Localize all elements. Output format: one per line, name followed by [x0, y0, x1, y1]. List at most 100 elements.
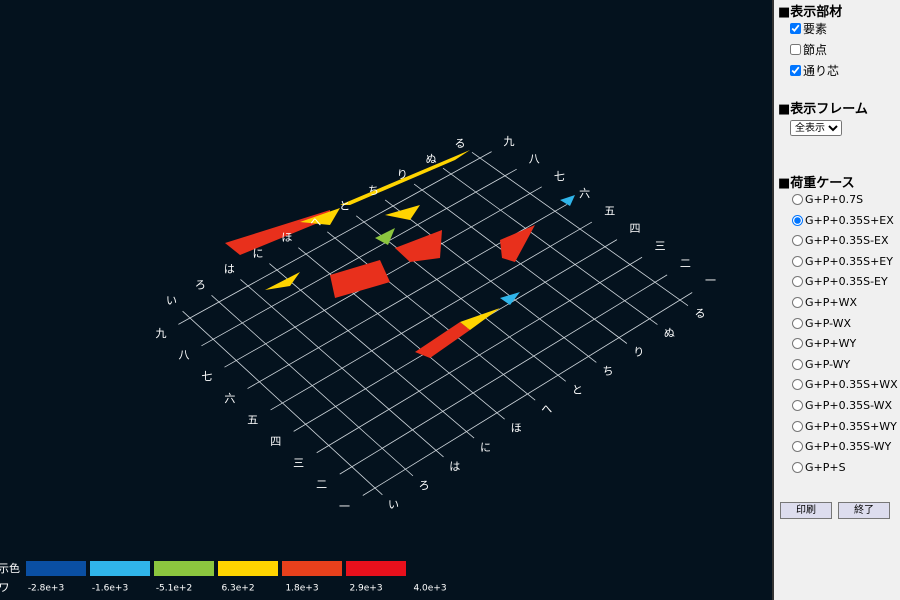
grid-label: 八: [529, 152, 540, 165]
radio[interactable]: [792, 358, 803, 370]
load-case: G+P+0.35S+EX: [792, 214, 894, 227]
grid-label: ぬ: [426, 153, 437, 166]
grid-label: り: [397, 168, 408, 181]
legend-value: -1.6e+3: [92, 584, 128, 594]
grid-label: と: [572, 384, 583, 397]
load-case: G+P+0.7S: [792, 193, 863, 206]
grid-label: 五: [604, 205, 615, 218]
grid-label: へ: [310, 215, 321, 228]
grid-label: ち: [603, 364, 614, 377]
member-option: 要素: [790, 20, 827, 37]
load-case: G+P+0.35S+WX: [792, 378, 898, 391]
load-case: G+P+0.35S-EY: [792, 275, 888, 288]
grid-label: ほ: [511, 422, 522, 435]
diagram: [395, 230, 442, 262]
frame-select-row: 全表示: [790, 120, 842, 136]
member-option: 節点: [790, 41, 827, 58]
radio-label: G+P+0.35S-WY: [805, 440, 892, 454]
grid: [178, 151, 693, 496]
button[interactable]: 印刷: [780, 502, 832, 519]
legend-value: 2.9e+3: [349, 584, 382, 594]
load-case: G+P+0.35S-WX: [792, 399, 892, 412]
radio[interactable]: [792, 379, 803, 391]
radio-label: G+P+0.35S+EX: [805, 213, 894, 227]
radio[interactable]: [792, 461, 803, 473]
grid-label: ろ: [195, 278, 206, 291]
legend-row-label: ワ: [0, 581, 10, 594]
model-view: 示色 ワ -2.8e+3 -1.6e+3 -5.1e+2 6.3e+2 1.8e+3 2.…: [0, 135, 716, 594]
grid-label: 二: [316, 478, 327, 491]
grid-line: [270, 221, 593, 411]
radio-label: G+P+S: [805, 460, 846, 474]
checkbox[interactable]: [790, 65, 801, 76]
load-case: G+P-WY: [792, 358, 850, 371]
grid-line: [339, 274, 668, 475]
radio[interactable]: [792, 276, 803, 288]
legend-swatch: [90, 561, 150, 576]
grid-label: 八: [178, 349, 189, 362]
legend-value: -2.8e+3: [28, 584, 64, 594]
legend: -2.8e+3 -1.6e+3 -5.1e+2 6.3e+2 1.8e+3 2.9e+3 4…: [26, 561, 447, 594]
legend-swatch: [218, 561, 278, 576]
checkbox-label: 節点: [803, 43, 828, 57]
radio[interactable]: [792, 400, 803, 411]
radio-label: G+P+WX: [805, 296, 858, 309]
radio[interactable]: [792, 255, 803, 267]
grid-label: は: [224, 263, 235, 276]
diagram: [415, 322, 470, 358]
radio[interactable]: [792, 194, 803, 205]
button[interactable]: 終了: [838, 502, 890, 519]
radio[interactable]: [792, 317, 803, 329]
grid-label: 六: [579, 187, 590, 200]
radio-label: G+P+WY: [805, 337, 857, 351]
checkbox[interactable]: [790, 44, 801, 55]
section-title: ■表示部材: [778, 5, 843, 20]
diagram: [500, 292, 520, 305]
radio-label: G+P+0.35S-EX: [805, 234, 889, 248]
radio-label: G+P-WY: [805, 357, 851, 371]
radio[interactable]: [792, 338, 803, 350]
radio-label: G+P+0.35S+WY: [805, 419, 897, 433]
grid-label: り: [633, 345, 644, 358]
legend-swatch: [346, 561, 406, 576]
radio[interactable]: [792, 235, 803, 247]
grid-label: 三: [293, 457, 304, 470]
member-option: 通り芯: [790, 62, 839, 79]
grid-label: 一: [339, 500, 350, 513]
section-title: ■荷重ケース: [778, 176, 855, 191]
load-case: G+P+0.35S-WY: [792, 440, 891, 453]
radio[interactable]: [792, 441, 803, 453]
load-case: G+P+WY: [792, 337, 856, 350]
diagram: [460, 308, 500, 330]
grid-label: ほ: [281, 231, 292, 244]
legend-title: 示色: [0, 561, 20, 575]
diagram: [500, 225, 535, 262]
radio[interactable]: [792, 420, 803, 432]
frame-select[interactable]: 全表示: [790, 120, 842, 136]
load-case: G+P+S: [792, 461, 846, 474]
load-case: G+P-WX: [792, 317, 851, 330]
radio-label: G+P+0.35S+EY: [805, 254, 893, 268]
grid-label: い: [388, 498, 399, 511]
side-panel: ■表示部材 要素 節点 通り芯 ■表示フレーム 全表示 ■荷重ケース G+P+0.7…: [772, 0, 900, 600]
legend-value: 6.3e+2: [221, 584, 254, 594]
load-case: G+P+0.35S+EY: [792, 255, 893, 268]
radio[interactable]: [792, 214, 803, 226]
grid-label: 四: [629, 222, 640, 235]
grid-label: 一: [705, 274, 716, 287]
grid-label: ぬ: [664, 326, 675, 339]
grid-label: る: [455, 137, 466, 150]
grid-label: は: [449, 460, 460, 473]
checkbox[interactable]: [790, 23, 801, 34]
grid-label: 九: [156, 327, 167, 340]
grid-label: に: [480, 441, 491, 454]
legend-swatch: [154, 561, 214, 576]
load-case: G+P+0.35S-EX: [792, 234, 889, 247]
radio[interactable]: [792, 297, 803, 308]
force-diagrams: [225, 150, 575, 358]
grid-line: [362, 292, 693, 496]
grid-label: へ: [541, 403, 552, 416]
legend-value: -5.1e+2: [156, 584, 192, 594]
grid-label: 四: [270, 435, 281, 448]
